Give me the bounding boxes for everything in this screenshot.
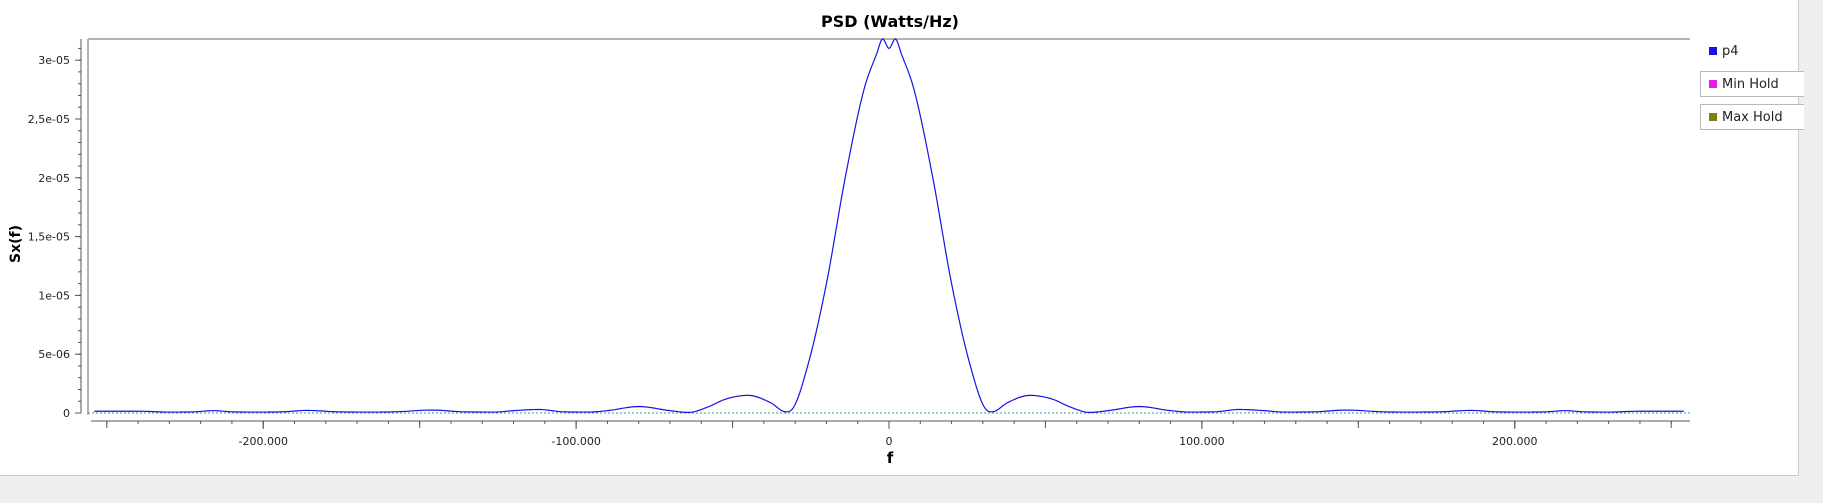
x-tick-label: -100.000	[551, 435, 600, 448]
legend-label-p4: p4	[1722, 43, 1739, 59]
x-tick-label: -200.000	[238, 435, 287, 448]
series-line-p4	[94, 38, 1684, 414]
x-tick-label: 100.000	[1179, 435, 1225, 448]
legend-item-min-hold[interactable]: Min Hold	[1700, 71, 1804, 97]
legend: p4 Min Hold Max Hold	[1700, 38, 1804, 137]
y-tick-label: 2e-05	[38, 172, 70, 185]
plot-layer: 0 5e-06 1e-05 1,5e-05 2e-05 2,5e-05 3e-05 -200.…	[28, 38, 1690, 448]
x-tick-label: 200.000	[1492, 435, 1538, 448]
y-tick-label: 1,5e-05	[28, 231, 70, 244]
plot-window: PSD (Watts/Hz) Sx(f) f 0 5e-06 1e-05 1,5e-0…	[0, 0, 1804, 476]
legend-label-min-hold: Min Hold	[1722, 76, 1779, 92]
legend-item-max-hold[interactable]: Max Hold	[1700, 104, 1804, 130]
y-tick-label: 3e-05	[38, 54, 70, 67]
legend-swatch-min-hold	[1709, 80, 1717, 88]
legend-swatch-max-hold	[1709, 113, 1717, 121]
y-tick-label: 1e-05	[38, 289, 70, 302]
chart-title: PSD (Watts/Hz)	[821, 12, 959, 31]
y-tick-label: 2,5e-05	[28, 113, 70, 126]
x-axis-label: f	[887, 449, 894, 467]
legend-item-p4[interactable]: p4	[1700, 38, 1804, 64]
y-tick-label: 5e-06	[38, 348, 70, 361]
legend-swatch-p4	[1709, 47, 1717, 55]
psd-chart: PSD (Watts/Hz) Sx(f) f 0 5e-06 1e-05 1,5e-0…	[8, 12, 1690, 467]
y-axis-label: Sx(f)	[8, 225, 24, 263]
y-tick-label: 0	[63, 407, 70, 420]
x-tick-label: 0	[886, 435, 893, 448]
legend-label-max-hold: Max Hold	[1722, 109, 1783, 125]
